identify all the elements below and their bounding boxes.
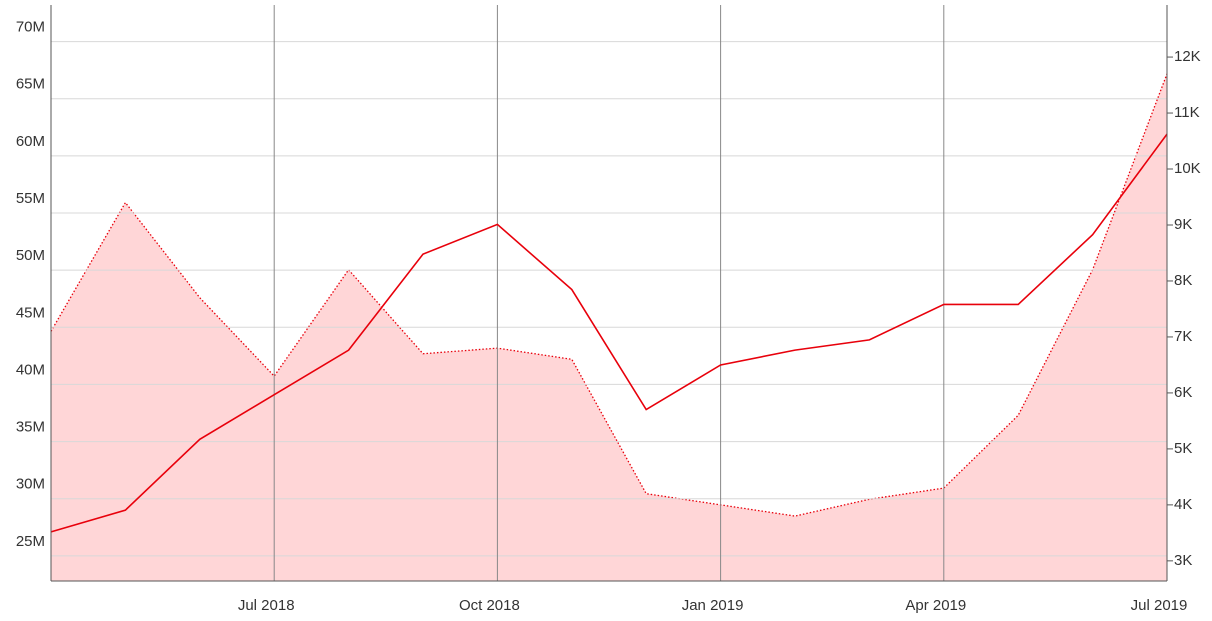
y-tick-label: 40M (16, 361, 45, 378)
x-tick-label: Jan 2019 (682, 597, 744, 614)
y-tick-label: 70M (16, 19, 45, 36)
y2-tick-label: 5K (1174, 440, 1192, 457)
y2-tick-label: 10K (1174, 160, 1201, 177)
y2-tick-label: 12K (1174, 48, 1201, 65)
y2-tick-label: 8K (1174, 272, 1192, 289)
x-tick-label: Jul 2018 (238, 597, 295, 614)
y2-tick-label: 9K (1174, 216, 1192, 233)
y-tick-label: 45M (16, 304, 45, 321)
x-tick-label: Jul 2019 (1131, 597, 1188, 614)
line (50, 133, 1168, 533)
y-tick-label: 25M (16, 533, 45, 550)
x-tick-label: Oct 2018 (459, 597, 520, 614)
y-tick-label: 55M (16, 190, 45, 207)
y-tick-label: 35M (16, 419, 45, 436)
y2-tick-label: 3K (1174, 552, 1192, 569)
x-tick-label: Apr 2019 (905, 597, 966, 614)
y-tick-label: 65M (16, 76, 45, 93)
y-tick-label: 60M (16, 133, 45, 150)
y2-tick-label: 6K (1174, 384, 1192, 401)
area-fill (51, 73, 1167, 581)
y2-tick-label: 7K (1174, 328, 1192, 345)
y2-tick-label: 4K (1174, 496, 1192, 513)
y-tick-label: 50M (16, 247, 45, 264)
y-tick-label: 30M (16, 476, 45, 493)
y2-tick-label: 11K (1174, 104, 1200, 121)
